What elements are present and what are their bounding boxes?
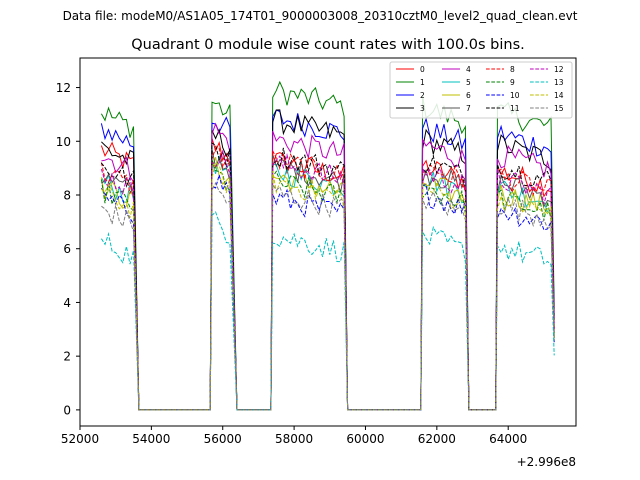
x-tick-label: 58000	[275, 432, 313, 446]
y-tick-label: 2	[63, 350, 71, 364]
x-tick-label: 56000	[204, 432, 242, 446]
y-tick-label: 12	[56, 81, 71, 95]
series-line-14	[101, 161, 555, 411]
series-line-13	[100, 211, 555, 411]
legend-label-11: 11	[510, 104, 520, 113]
legend-box	[389, 61, 573, 119]
legend-label-5: 5	[466, 78, 471, 87]
y-tick-label: 10	[56, 135, 71, 149]
x-tick-label: 54000	[132, 432, 170, 446]
y-tick-label: 6	[63, 242, 71, 256]
series-line-3	[101, 109, 555, 411]
y-tick-label: 4	[63, 296, 71, 310]
plot-background	[80, 58, 576, 426]
series-line-11	[101, 142, 555, 411]
plot-area	[79, 57, 577, 427]
legend-label-8: 8	[510, 65, 515, 74]
plot-frame	[79, 57, 577, 427]
legend-label-1: 1	[420, 78, 425, 87]
suptitle: Data file: modeM0/AS1A05_174T01_90000030…	[63, 9, 578, 23]
series-line-15	[101, 181, 555, 411]
legend-label-10: 10	[510, 91, 520, 100]
x-axis: 52000 54000 56000 58000 60000 62000 64000	[61, 426, 527, 446]
x-tick-label: 60000	[346, 432, 384, 446]
legend-label-7: 7	[466, 104, 471, 113]
x-tick-label: 64000	[489, 432, 527, 446]
legend-label-4: 4	[466, 65, 471, 74]
legend-label-2: 2	[420, 91, 425, 100]
legend-label-0: 0	[420, 65, 425, 74]
series-layer	[100, 80, 555, 411]
x-tick-label: 62000	[418, 432, 456, 446]
x-axis-offset-label: +2.996e8	[517, 455, 576, 469]
y-tick-label: 0	[63, 403, 71, 417]
legend-label-3: 3	[420, 104, 425, 113]
legend-label-9: 9	[510, 78, 515, 87]
y-axis: 0 2 4 6 8 10 12	[56, 81, 80, 417]
legend-label-15: 15	[554, 104, 564, 113]
series-line-12	[100, 149, 555, 411]
legend-label-12: 12	[554, 65, 564, 74]
chart-title: Quadrant 0 module wise count rates with …	[131, 37, 525, 53]
y-tick-label: 8	[63, 188, 71, 202]
x-tick-label: 52000	[61, 432, 99, 446]
series-line-4	[101, 122, 555, 411]
legend-label-6: 6	[466, 91, 471, 100]
legend-label-13: 13	[554, 78, 564, 87]
legend-label-14: 14	[554, 91, 564, 100]
